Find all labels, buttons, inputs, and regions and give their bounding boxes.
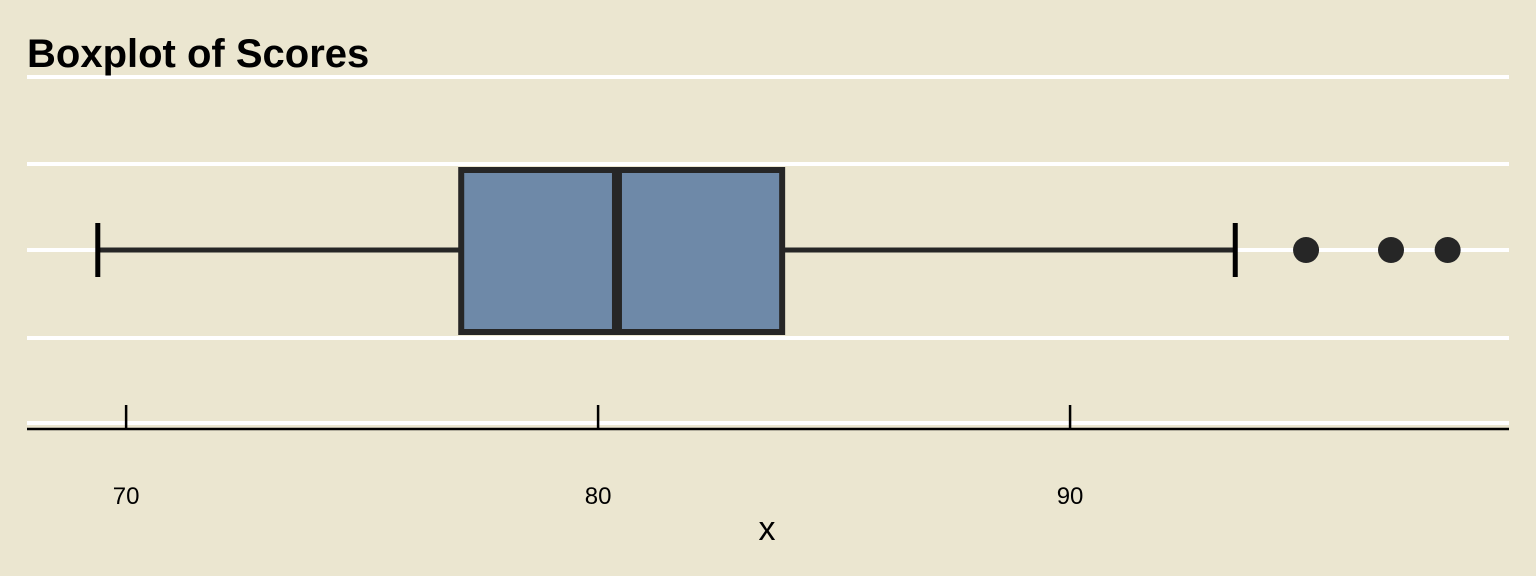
x-axis-label: x xyxy=(759,510,776,548)
outlier-point-2 xyxy=(1434,237,1461,263)
outlier-point-1 xyxy=(1378,237,1405,263)
box-layer xyxy=(95,167,1461,335)
x-tick-label-1: 80 xyxy=(585,483,612,510)
x-tick-label-2: 90 xyxy=(1057,483,1084,510)
x-axis: 70 80 90 xyxy=(27,405,1509,510)
chart-title: Boxplot of Scores xyxy=(27,32,369,76)
x-tick-label-0: 70 xyxy=(113,483,140,510)
outlier-point-0 xyxy=(1293,237,1320,263)
